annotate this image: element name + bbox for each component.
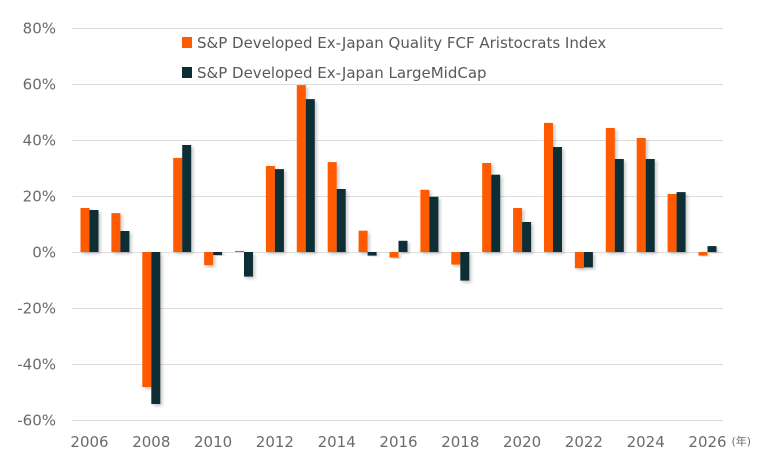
bar-largemidcap-2009 (182, 145, 192, 252)
bar-largemidcap-2007 (120, 231, 130, 252)
bar-quality-fcf-2025 (667, 194, 677, 252)
bar-largemidcap-2014 (336, 189, 346, 252)
bar-largemidcap-2022 (583, 252, 593, 268)
bar-largemidcap-2016 (398, 240, 408, 252)
bar-quality-fcf-2014 (327, 162, 337, 252)
y-tick-label: 60% (23, 76, 56, 94)
x-tick-label: 2006 (70, 433, 108, 451)
bar-quality-fcf-2021 (544, 122, 553, 253)
bar-largemidcap-2011 (244, 252, 253, 277)
y-tick-label: -60% (17, 412, 56, 430)
bar-largemidcap-2012 (274, 169, 284, 252)
bar-largemidcap-2006 (89, 210, 99, 252)
bar-quality-fcf-2024 (636, 138, 646, 252)
legend-swatch-largemidcap (182, 67, 192, 78)
bar-quality-fcf-2016 (389, 252, 399, 258)
y-tick-label: -40% (17, 356, 56, 374)
bar-quality-fcf-2020 (513, 208, 523, 252)
bar-quality-fcf-2026 (698, 252, 708, 256)
x-axis-ticks: 2006 2008 2010 2012 2014 2016 2018 2020 2022 2024… (70, 433, 726, 451)
x-tick-label: 2010 (194, 433, 232, 451)
y-axis-ticks: 80% 60% 40% 20% 0% -20% -40% -60% (17, 20, 56, 430)
x-tick-label: 2026 (688, 433, 726, 451)
x-tick-label: 2018 (441, 433, 479, 451)
bars (80, 85, 717, 404)
legend-item-largemidcap: S&P Developed Ex-Japan LargeMidCap (182, 64, 487, 82)
y-tick-label: 40% (23, 132, 56, 150)
y-tick-label: 80% (23, 20, 56, 38)
bar-quality-fcf-2022 (574, 252, 584, 269)
y-tick-label: 0% (32, 244, 56, 262)
legend-label-quality-fcf: S&P Developed Ex-Japan Quality FCF Arist… (197, 34, 606, 52)
legend-item-quality-fcf: S&P Developed Ex-Japan Quality FCF Arist… (182, 34, 606, 52)
bar-largemidcap-2020 (522, 222, 532, 252)
x-tick-label: 2020 (503, 433, 541, 451)
bar-quality-fcf-2015 (358, 230, 368, 252)
x-tick-label: 2012 (256, 433, 294, 451)
bar-quality-fcf-2017 (420, 189, 430, 252)
legend-swatch-quality-fcf (182, 37, 192, 48)
bar-quality-fcf-2007 (111, 213, 121, 252)
bar-largemidcap-2017 (429, 196, 439, 252)
bar-largemidcap-2024 (645, 159, 655, 252)
bar-largemidcap-2010 (213, 252, 223, 256)
bar-largemidcap-2021 (553, 147, 562, 252)
bar-largemidcap-2018 (460, 252, 470, 281)
bar-quality-fcf-2006 (80, 208, 90, 252)
bar-largemidcap-2019 (491, 174, 501, 252)
bar-quality-fcf-2012 (265, 166, 275, 252)
y-tick-label: 20% (23, 188, 56, 206)
x-tick-label: 2014 (318, 433, 356, 451)
bar-largemidcap-2025 (676, 192, 686, 252)
bar-quality-fcf-2018 (451, 252, 461, 265)
x-tick-label: 2024 (627, 433, 665, 451)
bar-quality-fcf-2013 (296, 85, 306, 252)
bar-largemidcap-2015 (367, 252, 377, 256)
x-tick-label: 2016 (379, 433, 417, 451)
x-tick-label: 2022 (565, 433, 603, 451)
y-tick-label: -20% (17, 300, 56, 318)
x-tick-label: 2008 (132, 433, 170, 451)
bar-quality-fcf-2010 (204, 252, 214, 266)
bar-quality-fcf-2019 (482, 163, 492, 252)
bar-quality-fcf-2008 (142, 252, 152, 387)
bar-quality-fcf-2023 (605, 128, 615, 252)
bar-quality-fcf-2009 (173, 157, 183, 252)
legend-label-largemidcap: S&P Developed Ex-Japan LargeMidCap (197, 64, 487, 82)
gridlines (72, 28, 723, 421)
bar-largemidcap-2023 (614, 159, 624, 252)
bar-largemidcap-2026 (707, 246, 717, 252)
bar-quality-fcf-2011 (235, 250, 244, 252)
bar-largemidcap-2008 (151, 252, 161, 404)
x-axis-unit-label: (年) (732, 434, 752, 448)
legend: S&P Developed Ex-Japan Quality FCF Arist… (182, 34, 606, 82)
bar-largemidcap-2013 (305, 99, 315, 252)
